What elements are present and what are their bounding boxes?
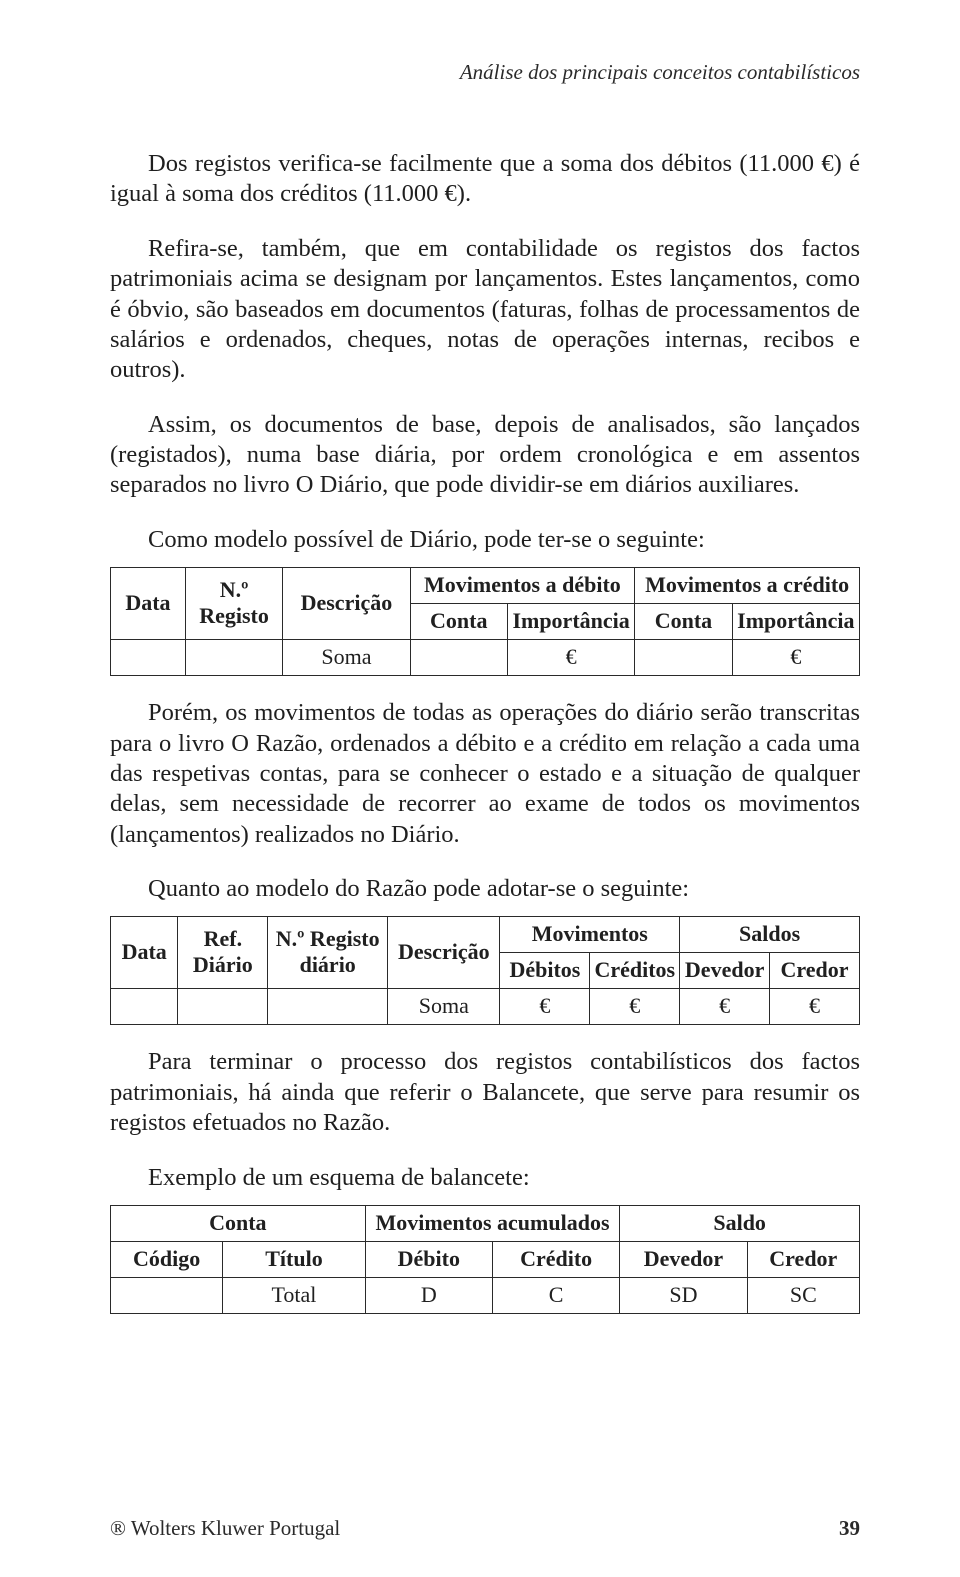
th-importancia-deb: Importância [507, 604, 634, 640]
th-codigo: Código [111, 1241, 223, 1277]
cell-empty [185, 640, 282, 676]
paragraph-4: Como modelo possível de Diário, pode ter… [110, 525, 860, 555]
th-descricao: Descrição [388, 917, 500, 989]
cell-total: Total [223, 1277, 365, 1313]
th-credor: Credor [770, 953, 860, 989]
th-data: Data [111, 568, 186, 640]
th-nreg-diario: N.º Registo diário [268, 917, 388, 989]
th-saldo: Saldos [680, 917, 860, 953]
cell-eur: € [770, 989, 860, 1025]
table-balancete: Conta Movimentos acumulados Saldo Código… [110, 1205, 860, 1314]
th-devedor: Devedor [620, 1241, 747, 1277]
running-header: Análise dos principais conceitos contabi… [110, 60, 860, 85]
footer-page-number: 39 [839, 1516, 860, 1541]
th-saldo: Saldo [620, 1205, 860, 1241]
table-diario: Data N.º Registo Descrição Movimentos a … [110, 567, 860, 676]
paragraph-6: Quanto ao modelo do Razão pode adotar-se… [110, 874, 860, 904]
th-credor: Credor [747, 1241, 859, 1277]
paragraph-5: Porém, os movimentos de todas as operaçõ… [110, 698, 860, 850]
th-debitos: Débitos [500, 953, 590, 989]
th-mov-acum: Movimentos acumulados [365, 1205, 620, 1241]
th-movimentos: Movimentos [500, 917, 680, 953]
cell-sc: SC [747, 1277, 859, 1313]
paragraph-1: Dos registos verifica-se facilmente que … [110, 149, 860, 210]
cell-empty [111, 1277, 223, 1313]
cell-eur-deb: € [507, 640, 634, 676]
cell-sd: SD [620, 1277, 747, 1313]
th-credito: Crédito [492, 1241, 619, 1277]
th-mov-credito: Movimentos a crédito [635, 568, 860, 604]
th-devedor: Devedor [680, 953, 770, 989]
paragraph-7: Para terminar o processo dos registos co… [110, 1047, 860, 1138]
cell-soma: Soma [283, 640, 410, 676]
th-ref-diario: Ref. Diário [178, 917, 268, 989]
th-creditos: Créditos [590, 953, 680, 989]
footer: ® Wolters Kluwer Portugal 39 [110, 1516, 860, 1541]
cell-c: C [492, 1277, 619, 1313]
cell-empty [410, 640, 507, 676]
cell-empty [268, 989, 388, 1025]
cell-eur-cred: € [732, 640, 859, 676]
th-debito: Débito [365, 1241, 492, 1277]
th-conta-cred: Conta [635, 604, 732, 640]
th-nregisto: N.º Registo [185, 568, 282, 640]
cell-empty [635, 640, 732, 676]
cell-empty [111, 989, 178, 1025]
th-descricao: Descrição [283, 568, 410, 640]
th-conta-deb: Conta [410, 604, 507, 640]
th-titulo: Título [223, 1241, 365, 1277]
table-razao: Data Ref. Diário N.º Registo diário Desc… [110, 916, 860, 1025]
cell-d: D [365, 1277, 492, 1313]
th-data: Data [111, 917, 178, 989]
footer-publisher: ® Wolters Kluwer Portugal [110, 1516, 340, 1541]
th-importancia-cred: Importância [732, 604, 859, 640]
th-conta: Conta [111, 1205, 366, 1241]
paragraph-2: Refira-se, também, que em contabilidade … [110, 234, 860, 386]
th-mov-debito: Movimentos a débito [410, 568, 635, 604]
cell-empty [178, 989, 268, 1025]
cell-eur: € [500, 989, 590, 1025]
paragraph-3: Assim, os documentos de base, depois de … [110, 410, 860, 501]
paragraph-8: Exemplo de um esquema de balancete: [110, 1163, 860, 1193]
cell-eur: € [590, 989, 680, 1025]
cell-empty [111, 640, 186, 676]
cell-soma: Soma [388, 989, 500, 1025]
cell-eur: € [680, 989, 770, 1025]
